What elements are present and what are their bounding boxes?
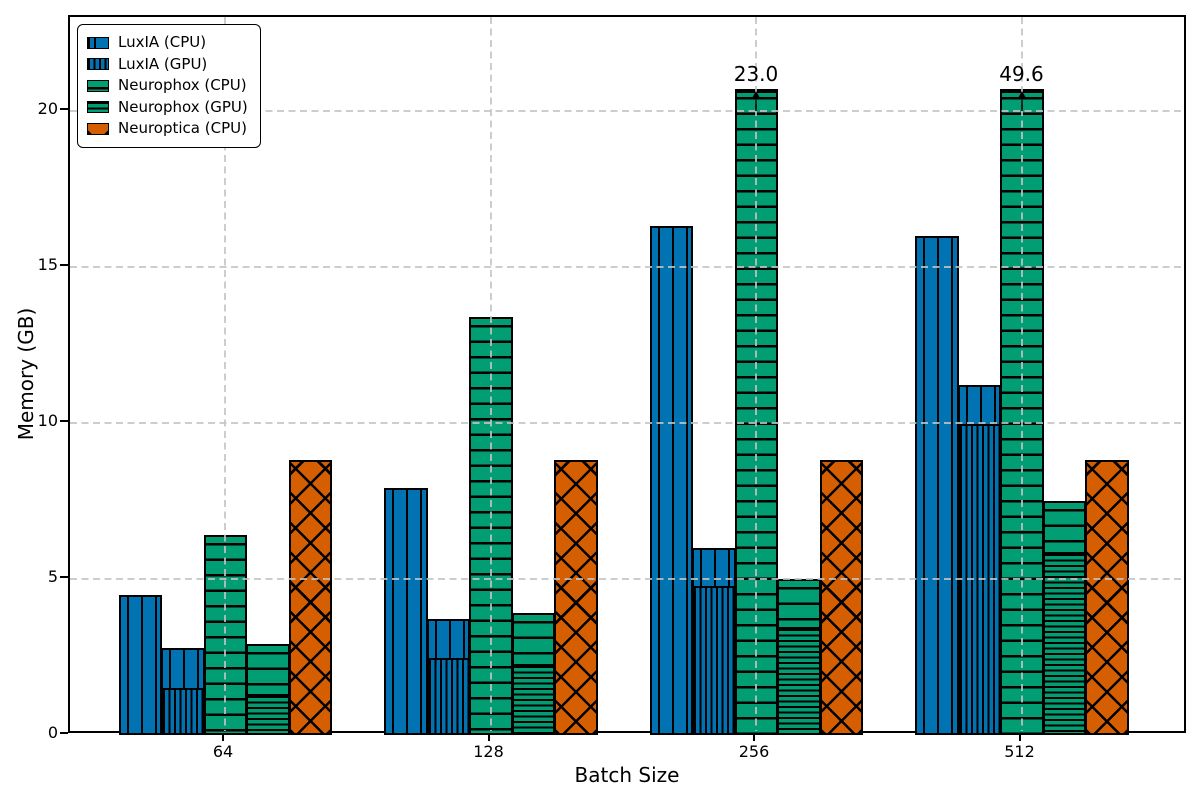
- bar-luxia--gpu-: [692, 547, 736, 735]
- legend-item-label: Neuroptica (CPU): [118, 119, 247, 138]
- x-tick-label: 64: [212, 742, 234, 761]
- green-horizontal-sparse-swatch-icon: [87, 79, 109, 92]
- bar-luxia--gpu-: [161, 647, 205, 735]
- legend-item-label: LuxIA (CPU): [118, 33, 207, 52]
- legend-item: LuxIA (GPU): [87, 54, 248, 76]
- bar-dense-lower-segment: [694, 586, 734, 733]
- gridline-horizontal: [70, 577, 1184, 580]
- x-tick-mark: [487, 733, 490, 741]
- bar-dense-lower-segment: [513, 663, 554, 733]
- x-tick-mark: [753, 733, 755, 741]
- bar-dense-lower-segment: [1044, 551, 1085, 733]
- x-tick-label: 256: [738, 742, 770, 761]
- x-tick-mark: [222, 733, 224, 741]
- bar-luxia--gpu-: [957, 385, 1002, 735]
- bar-neuroptica--cpu-: [1085, 460, 1129, 735]
- bar-luxia--gpu-: [426, 619, 471, 735]
- blue-vertical-sparse-swatch-icon: [87, 36, 109, 49]
- gridline-vertical: [224, 17, 226, 731]
- legend-item: Neurophox (CPU): [87, 75, 248, 97]
- y-tick-label: 10: [37, 410, 58, 430]
- legend-item: Neuroptica (CPU): [87, 118, 248, 140]
- legend-item: Neurophox (GPU): [87, 97, 248, 119]
- x-axis-label: Batch Size: [574, 763, 680, 787]
- clipped-bar-up-arrow: [748, 90, 764, 116]
- green-horizontal-dense-swatch-icon: [87, 101, 109, 114]
- y-tick-mark: [60, 575, 68, 578]
- bar-value-annotation: 49.6: [999, 61, 1044, 86]
- bar-dense-lower-segment: [248, 694, 288, 733]
- bar-neuroptica--cpu-: [819, 460, 864, 735]
- gridline-horizontal: [70, 109, 1184, 112]
- y-axis-label: Memory (GB): [14, 307, 38, 441]
- y-tick-mark: [60, 263, 68, 266]
- gridline-vertical: [489, 17, 492, 731]
- gridline-vertical: [1020, 17, 1023, 731]
- blue-vertical-dense-swatch-icon: [87, 58, 109, 71]
- bar-neurophox--gpu-: [1042, 500, 1087, 735]
- gridline-horizontal: [70, 421, 1184, 424]
- legend: LuxIA (CPU) LuxIA (GPU) Neurophox (CPU) Neu…: [77, 24, 261, 148]
- y-tick-mark: [60, 419, 68, 422]
- orange-cross-swatch-icon: [87, 122, 109, 135]
- bar-neuroptica--cpu-: [554, 460, 598, 735]
- bar-luxia--cpu-: [649, 226, 694, 735]
- plot-area: 23.0 49.6 LuxIA (CPU) LuxIA (GPU) Neurophox …: [68, 15, 1186, 735]
- y-tick-mark: [60, 732, 68, 734]
- bar-neuroptica--cpu-: [288, 460, 333, 735]
- y-tick-label: 0: [47, 723, 58, 742]
- bar-neurophox--gpu-: [246, 644, 290, 735]
- legend-item-label: Neurophox (CPU): [118, 76, 247, 95]
- bar-dense-lower-segment: [428, 657, 469, 733]
- bar-dense-lower-segment: [779, 626, 819, 733]
- y-tick-label: 20: [37, 98, 58, 118]
- bar-luxia--cpu-: [915, 235, 959, 735]
- y-tick-label: 15: [37, 254, 58, 274]
- gridline-horizontal: [70, 265, 1184, 268]
- legend-item-label: LuxIA (GPU): [118, 54, 208, 73]
- bar-luxia--cpu-: [384, 488, 428, 735]
- legend-item-label: Neurophox (GPU): [118, 97, 248, 116]
- y-tick-mark: [60, 107, 68, 110]
- bar-neurophox--gpu-: [511, 613, 556, 735]
- bar-dense-lower-segment: [163, 688, 203, 733]
- x-tick-mark: [1018, 733, 1021, 741]
- bar-neurophox--gpu-: [777, 578, 821, 735]
- bar-value-annotation: 23.0: [733, 61, 779, 86]
- gridline-vertical: [755, 17, 757, 731]
- legend-item: LuxIA (CPU): [87, 32, 248, 54]
- x-tick-label: 512: [1004, 742, 1035, 761]
- x-tick-label: 128: [473, 742, 504, 761]
- clipped-bar-up-arrow: [1014, 90, 1030, 116]
- bar-luxia--cpu-: [118, 594, 163, 735]
- y-tick-label: 5: [47, 566, 58, 586]
